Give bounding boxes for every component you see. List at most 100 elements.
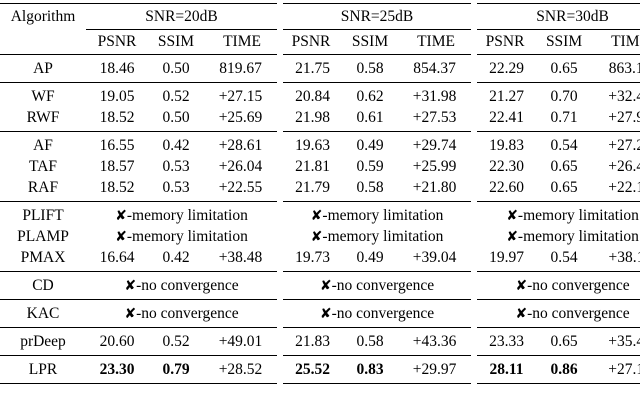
table-row-wf: WF 19.05 0.52 +27.15 20.84 0.62 +31.98 21.27 0.7… [0, 82, 640, 107]
metric-header-ssim: SSIM [351, 33, 389, 50]
cell-time: 854.37 [398, 54, 475, 83]
algorithm-name: RWF [26, 108, 60, 126]
no-convergence-note: ✘-no convergence [471, 271, 640, 300]
cell-time: +26.04 [218, 157, 263, 175]
cell-time: +27.19 [592, 355, 640, 384]
cross-mark-icon: ✘ [319, 305, 332, 322]
cell-time: +27.53 [412, 108, 457, 126]
algorithm-name: AF [0, 131, 86, 156]
cell-psnr: 18.52 [99, 178, 135, 196]
table-row-cd: CD ✘-no convergence ✘-no convergence ✘-no c… [0, 271, 640, 300]
algorithm-name: PLIFT [0, 201, 86, 226]
cell-time: +29.74 [398, 131, 475, 156]
cell-psnr: 28.11 [471, 355, 537, 384]
cell-psnr: 23.30 [86, 355, 148, 384]
cell-psnr: 19.97 [471, 247, 537, 272]
cell-psnr: 19.83 [471, 131, 537, 156]
cell-time: +27.29 [592, 131, 640, 156]
cell-psnr: 18.52 [99, 108, 135, 126]
no-convergence-note: ✘-no convergence [471, 299, 640, 328]
cell-psnr: 22.30 [471, 156, 537, 177]
cross-mark-icon: ✘ [506, 228, 518, 245]
algorithm-name: RAF [27, 178, 59, 196]
table-row-taf: TAF 18.57 0.53 +26.04 21.81 0.59 +25.99 22.30 0.… [0, 156, 640, 177]
algorithm-name: CD [0, 271, 86, 300]
table-row-prdeep: prDeep 20.60 0.52 +49.01 21.83 0.58 +43.36 23.3… [0, 327, 640, 356]
snr-30db-header: SNR=30dB [471, 3, 640, 30]
algorithm-name: AP [0, 54, 86, 83]
cell-time: +29.97 [398, 355, 475, 384]
cross-mark-icon: ✘ [515, 305, 528, 322]
memory-limitation-note: ✘-memory limitation [86, 226, 280, 247]
cell-ssim: 0.42 [162, 248, 190, 266]
cell-ssim: 0.65 [550, 178, 578, 196]
cell-ssim: 0.59 [356, 157, 384, 175]
cross-mark-icon: ✘ [319, 277, 332, 294]
table-row-raf: RAF 18.52 0.53 +22.55 21.79 0.58 +21.80 22.60 0.… [0, 177, 640, 202]
no-convergence-note: ✘-no convergence [277, 271, 475, 300]
cross-mark-icon: ✘ [124, 277, 137, 294]
cell-psnr: 20.84 [277, 82, 343, 107]
note-text: -memory limitation [517, 206, 639, 224]
algorithm-name: TAF [28, 157, 58, 175]
cell-ssim: 0.53 [162, 157, 190, 175]
cell-ssim: 0.54 [536, 131, 593, 156]
cell-ssim: 0.65 [536, 327, 593, 356]
metric-header-time: TIME [417, 33, 455, 50]
table-row-rwf: RWF 18.52 0.50 +25.69 21.98 0.61 +27.53 22.41 0.… [0, 107, 640, 132]
cross-mark-icon: ✘ [310, 228, 323, 245]
metric-header-psnr: PSNR [485, 33, 525, 50]
cell-psnr: 16.64 [99, 248, 135, 266]
cell-time: 863.14 [592, 54, 640, 83]
cell-time: +32.41 [592, 82, 640, 107]
cell-psnr: 21.81 [277, 156, 343, 177]
cell-time: +38.11 [608, 248, 640, 266]
note-text: -no convergence [331, 276, 435, 294]
cell-time: +22.55 [218, 178, 263, 196]
cell-time: +28.61 [204, 131, 281, 156]
table-row-kac: KAC ✘-no convergence ✘-no convergence ✘-no … [0, 299, 640, 328]
cell-psnr: 21.79 [277, 177, 343, 202]
cell-psnr: 25.52 [277, 355, 343, 384]
cell-psnr: 22.60 [471, 177, 537, 202]
note-text: -no convergence [331, 304, 435, 322]
no-convergence-note: ✘-no convergence [277, 299, 475, 328]
metric-header-psnr: PSNR [97, 33, 137, 50]
cross-mark-icon: ✘ [506, 207, 518, 224]
cell-psnr: 19.05 [86, 82, 148, 107]
cell-ssim: 0.71 [550, 108, 578, 126]
table-row-plift: PLIFT ✘-memory limitation ✘-memory limitat… [0, 201, 640, 226]
note-text: -memory limitation [322, 227, 444, 245]
memory-limitation-note: ✘-memory limitation [277, 201, 475, 226]
metric-header-ssim: SSIM [157, 33, 195, 50]
cell-time: +25.99 [412, 157, 457, 175]
note-text: -memory limitation [126, 227, 248, 245]
header-row-snr: Algorithm SNR=20dB SNR=25dB SNR=30dB [0, 3, 640, 30]
cell-ssim: 0.49 [356, 248, 384, 266]
memory-limitation-note: ✘-memory limitation [471, 226, 640, 247]
cell-time: +31.98 [398, 82, 475, 107]
cell-psnr: 19.73 [277, 247, 343, 272]
cell-psnr: 20.60 [86, 327, 148, 356]
cell-psnr: 18.46 [86, 54, 148, 83]
cell-ssim: 0.83 [342, 355, 399, 384]
cell-time: +35.46 [592, 327, 640, 356]
table-row-ap: AP 18.46 0.50 819.67 21.75 0.58 854.37 22.29 0.6… [0, 54, 640, 83]
cell-time: +21.80 [412, 178, 457, 196]
cell-ssim: 0.42 [148, 131, 204, 156]
cell-time: +28.52 [204, 355, 281, 384]
note-text: -no convergence [136, 276, 239, 294]
note-text: -no convergence [527, 276, 630, 294]
cell-psnr: 18.57 [99, 157, 135, 175]
cell-ssim: 0.50 [162, 108, 190, 126]
cell-psnr: 21.75 [277, 54, 343, 83]
cell-ssim: 0.70 [536, 82, 593, 107]
snr-25db-header: SNR=25dB [277, 3, 475, 30]
cell-psnr: 19.63 [277, 131, 343, 156]
note-text: -memory limitation [322, 206, 444, 224]
cell-time: +27.98 [608, 108, 640, 126]
no-convergence-note: ✘-no convergence [86, 271, 281, 300]
cross-mark-icon: ✘ [310, 207, 323, 224]
table-row-plamp: PLAMP ✘-memory limitation ✘-memory limitat… [0, 226, 640, 247]
